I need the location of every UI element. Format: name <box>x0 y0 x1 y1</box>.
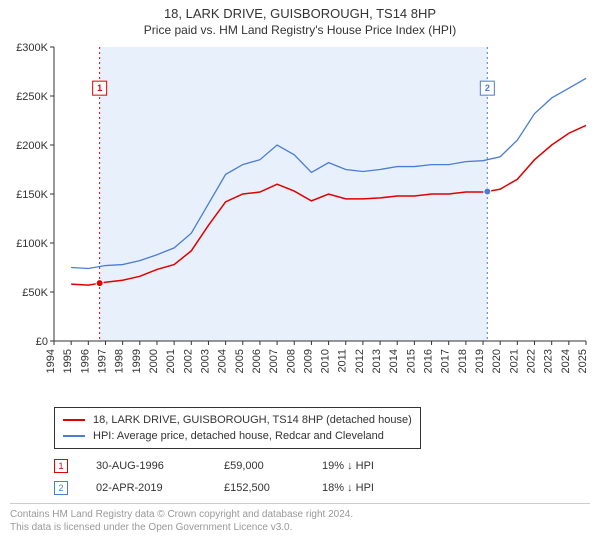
svg-text:£0: £0 <box>36 336 48 348</box>
sale-price: £59,000 <box>224 460 294 472</box>
svg-text:1996: 1996 <box>79 349 91 373</box>
svg-text:2023: 2023 <box>543 349 555 373</box>
sale-price: £152,500 <box>224 482 294 494</box>
sale-marker: 2 <box>54 481 68 495</box>
svg-text:2024: 2024 <box>560 349 572 373</box>
svg-text:2003: 2003 <box>199 349 211 373</box>
svg-text:£150K: £150K <box>16 189 48 201</box>
svg-text:2019: 2019 <box>474 349 486 373</box>
svg-text:2006: 2006 <box>251 349 263 373</box>
svg-text:2022: 2022 <box>526 349 538 373</box>
svg-text:2002: 2002 <box>182 349 194 373</box>
title-block: 18, LARK DRIVE, GUISBOROUGH, TS14 8HP Pr… <box>10 6 590 37</box>
sale-delta: 18% ↓ HPI <box>322 482 374 494</box>
svg-text:2000: 2000 <box>148 349 160 373</box>
svg-text:1: 1 <box>97 83 102 93</box>
sale-date: 02-APR-2019 <box>96 482 196 494</box>
legend-item: 18, LARK DRIVE, GUISBOROUGH, TS14 8HP (d… <box>63 412 412 428</box>
svg-text:2004: 2004 <box>217 349 229 373</box>
svg-text:2005: 2005 <box>234 349 246 373</box>
legend-swatch <box>63 419 85 421</box>
svg-text:2012: 2012 <box>354 349 366 373</box>
chart-container: 18, LARK DRIVE, GUISBOROUGH, TS14 8HP Pr… <box>0 0 600 560</box>
footer-line-1: Contains HM Land Registry data © Crown c… <box>10 508 590 521</box>
svg-text:2016: 2016 <box>423 349 435 373</box>
sale-delta: 19% ↓ HPI <box>322 460 374 472</box>
footer: Contains HM Land Registry data © Crown c… <box>10 503 590 534</box>
footer-line-2: This data is licensed under the Open Gov… <box>10 521 590 534</box>
legend: 18, LARK DRIVE, GUISBOROUGH, TS14 8HP (d… <box>54 407 421 449</box>
legend-swatch <box>63 435 85 437</box>
chart-subtitle: Price paid vs. HM Land Registry's House … <box>10 23 590 37</box>
svg-text:2025: 2025 <box>577 349 589 373</box>
svg-text:£300K: £300K <box>16 42 48 54</box>
svg-text:2: 2 <box>485 83 490 93</box>
svg-text:2010: 2010 <box>320 349 332 373</box>
sale-marker: 1 <box>54 459 68 473</box>
svg-text:2021: 2021 <box>508 349 520 373</box>
svg-text:2001: 2001 <box>165 349 177 373</box>
svg-text:2009: 2009 <box>302 349 314 373</box>
svg-text:£50K: £50K <box>22 287 48 299</box>
svg-text:£250K: £250K <box>16 91 48 103</box>
svg-text:2007: 2007 <box>268 349 280 373</box>
svg-text:1999: 1999 <box>131 349 143 373</box>
sale-date: 30-AUG-1996 <box>96 460 196 472</box>
chart-title: 18, LARK DRIVE, GUISBOROUGH, TS14 8HP <box>10 6 590 21</box>
svg-text:£100K: £100K <box>16 238 48 250</box>
chart-area: £0 £50K £100K £150K £200K £250K £300K 1994 1995 1… <box>10 41 590 401</box>
svg-text:2015: 2015 <box>405 349 417 373</box>
svg-text:2017: 2017 <box>440 349 452 373</box>
legend-label: 18, LARK DRIVE, GUISBOROUGH, TS14 8HP (d… <box>93 414 412 426</box>
sale-row: 1 30-AUG-1996 £59,000 19% ↓ HPI <box>54 455 590 477</box>
legend-label: HPI: Average price, detached house, Redc… <box>93 430 384 442</box>
svg-text:2008: 2008 <box>285 349 297 373</box>
svg-text:£200K: £200K <box>16 140 48 152</box>
svg-text:2013: 2013 <box>371 349 383 373</box>
svg-text:2020: 2020 <box>491 349 503 373</box>
svg-text:1995: 1995 <box>62 349 74 373</box>
sales-table: 1 30-AUG-1996 £59,000 19% ↓ HPI 2 02-APR-2019… <box>54 455 590 499</box>
svg-text:1997: 1997 <box>96 349 108 373</box>
chart-svg: £0 £50K £100K £150K £200K £250K £300K 1994 1995 1… <box>10 41 590 401</box>
svg-text:2011: 2011 <box>337 349 349 373</box>
legend-item: HPI: Average price, detached house, Redc… <box>63 428 412 444</box>
svg-text:2014: 2014 <box>388 349 400 373</box>
svg-text:2018: 2018 <box>457 349 469 373</box>
svg-text:1998: 1998 <box>114 349 126 373</box>
svg-text:1994: 1994 <box>45 349 57 373</box>
sale-row: 2 02-APR-2019 £152,500 18% ↓ HPI <box>54 477 590 499</box>
